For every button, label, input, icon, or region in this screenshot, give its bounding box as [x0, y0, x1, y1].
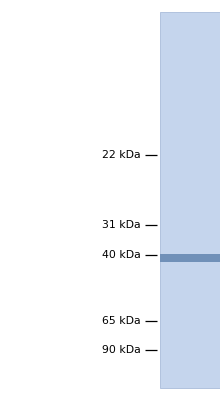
Bar: [160, 254, 220, 262]
Text: 22 kDa: 22 kDa: [102, 150, 141, 160]
Text: 40 kDa: 40 kDa: [102, 250, 141, 260]
Text: 65 kDa: 65 kDa: [102, 316, 141, 326]
Text: 31 kDa: 31 kDa: [102, 220, 141, 230]
Text: 90 kDa: 90 kDa: [102, 345, 141, 355]
Bar: [160, 12, 220, 388]
